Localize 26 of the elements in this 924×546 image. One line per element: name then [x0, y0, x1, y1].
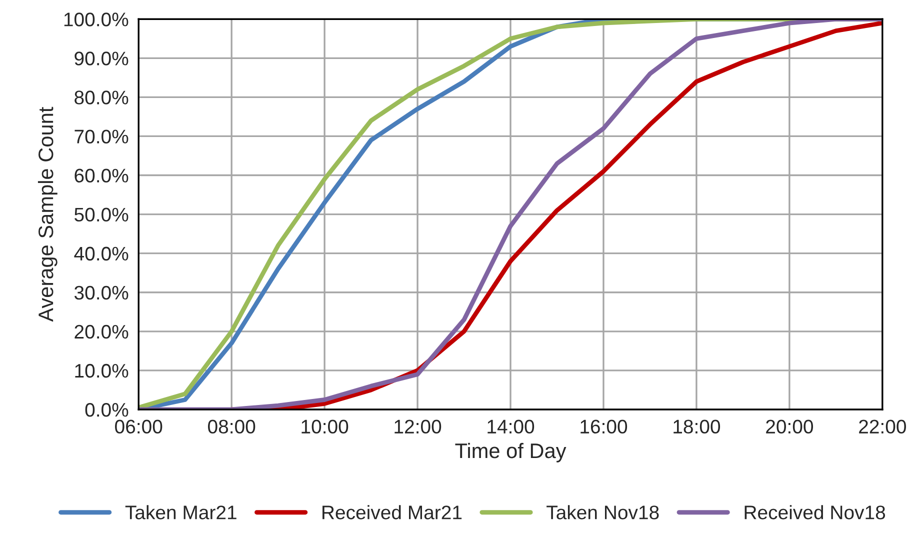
y-tick-label: 80.0% — [74, 90, 128, 104]
x-axis-title: Time of Day — [455, 442, 566, 462]
x-tick-label: 20:00 — [766, 420, 814, 434]
x-tick-label: 12:00 — [394, 420, 442, 434]
x-tick-label: 06:00 — [115, 420, 162, 434]
y-tick-label: 0.0% — [85, 402, 128, 417]
x-tick-label: 16:00 — [580, 420, 628, 434]
legend-label: Taken Nov18 — [546, 505, 659, 520]
legend-label: Taken Mar21 — [125, 505, 236, 520]
x-tick-label: 14:00 — [488, 420, 534, 434]
y-tick-label: 30.0% — [74, 286, 128, 300]
y-tick-label: 100.0% — [64, 12, 128, 26]
y-tick-label: 90.0% — [74, 52, 128, 66]
y-tick-label: 70.0% — [74, 130, 128, 144]
x-tick-label: 22:00 — [859, 420, 906, 434]
legend-label: Received Mar21 — [322, 505, 462, 520]
y-tick-label: 20.0% — [74, 324, 128, 339]
x-tick-label: 18:00 — [674, 420, 720, 434]
x-tick-label: 08:00 — [208, 420, 256, 434]
y-tick-label: 60.0% — [74, 168, 128, 183]
x-tick-label: 10:00 — [302, 420, 348, 434]
y-tick-label: 10.0% — [75, 364, 128, 378]
y-axis-title: Average Sample Count — [38, 106, 58, 322]
y-tick-label: 40.0% — [74, 246, 128, 261]
legend-label: Received Nov18 — [744, 505, 886, 520]
y-tick-label: 50.0% — [74, 208, 128, 222]
